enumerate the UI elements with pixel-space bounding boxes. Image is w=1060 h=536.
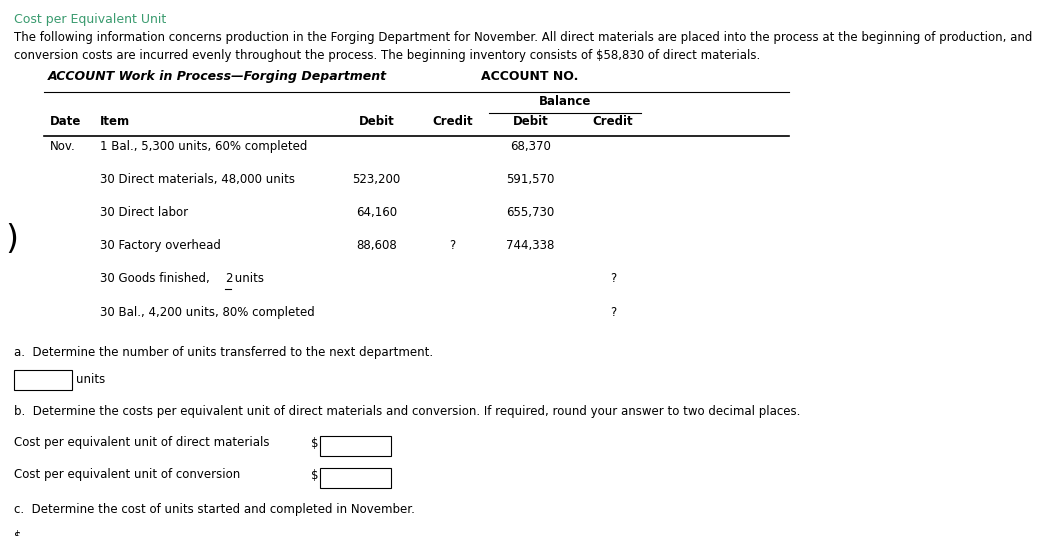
Text: Credit: Credit [432, 115, 473, 128]
Text: 655,730: 655,730 [507, 206, 554, 219]
Text: 64,160: 64,160 [356, 206, 398, 219]
Text: The following information concerns production in the Forging Department for Nove: The following information concerns produ… [15, 31, 1032, 44]
Text: ?: ? [610, 306, 616, 318]
Text: ?: ? [449, 240, 456, 252]
FancyBboxPatch shape [15, 370, 72, 390]
Text: Cost per equivalent unit of conversion: Cost per equivalent unit of conversion [15, 468, 241, 481]
Text: conversion costs are incurred evenly throughout the process. The beginning inven: conversion costs are incurred evenly thr… [15, 49, 761, 62]
Text: ACCOUNT Work in Process—Forging Department: ACCOUNT Work in Process—Forging Departme… [48, 70, 387, 83]
Text: Cost per Equivalent Unit: Cost per Equivalent Unit [15, 13, 166, 26]
Text: $: $ [311, 469, 318, 482]
Text: Date: Date [50, 115, 81, 128]
Text: Cost per equivalent unit of direct materials: Cost per equivalent unit of direct mater… [15, 436, 270, 449]
FancyBboxPatch shape [320, 468, 391, 488]
Text: a.  Determine the number of units transferred to the next department.: a. Determine the number of units transfe… [15, 346, 434, 359]
Text: c.  Determine the cost of units started and completed in November.: c. Determine the cost of units started a… [15, 503, 416, 516]
Text: 30 Goods finished,: 30 Goods finished, [100, 272, 214, 286]
Text: ACCOUNT NO.: ACCOUNT NO. [480, 70, 578, 83]
Text: 2: 2 [225, 272, 232, 286]
Text: ?: ? [610, 272, 616, 286]
Text: 30 Bal., 4,200 units, 80% completed: 30 Bal., 4,200 units, 80% completed [100, 306, 315, 318]
Text: Balance: Balance [538, 94, 591, 108]
Text: Item: Item [100, 115, 130, 128]
Text: 744,338: 744,338 [506, 240, 554, 252]
Text: 1 Bal., 5,300 units, 60% completed: 1 Bal., 5,300 units, 60% completed [100, 140, 307, 153]
Text: 68,370: 68,370 [510, 140, 551, 153]
Text: Nov.: Nov. [50, 140, 75, 153]
Text: 88,608: 88,608 [356, 240, 396, 252]
Text: b.  Determine the costs per equivalent unit of direct materials and conversion. : b. Determine the costs per equivalent un… [15, 405, 800, 418]
Text: 30 Direct labor: 30 Direct labor [100, 206, 189, 219]
Text: 523,200: 523,200 [352, 174, 401, 187]
Text: Credit: Credit [593, 115, 633, 128]
Text: units: units [231, 272, 264, 286]
Text: 591,570: 591,570 [506, 174, 554, 187]
Text: ): ) [5, 223, 19, 256]
Text: $: $ [15, 530, 22, 536]
Text: $: $ [311, 437, 318, 450]
Text: 30 Factory overhead: 30 Factory overhead [100, 240, 222, 252]
FancyBboxPatch shape [22, 527, 81, 536]
Text: Debit: Debit [358, 115, 394, 128]
Text: Debit: Debit [512, 115, 548, 128]
Text: 30 Direct materials, 48,000 units: 30 Direct materials, 48,000 units [100, 174, 295, 187]
FancyBboxPatch shape [320, 436, 391, 456]
Text: units: units [76, 374, 105, 386]
